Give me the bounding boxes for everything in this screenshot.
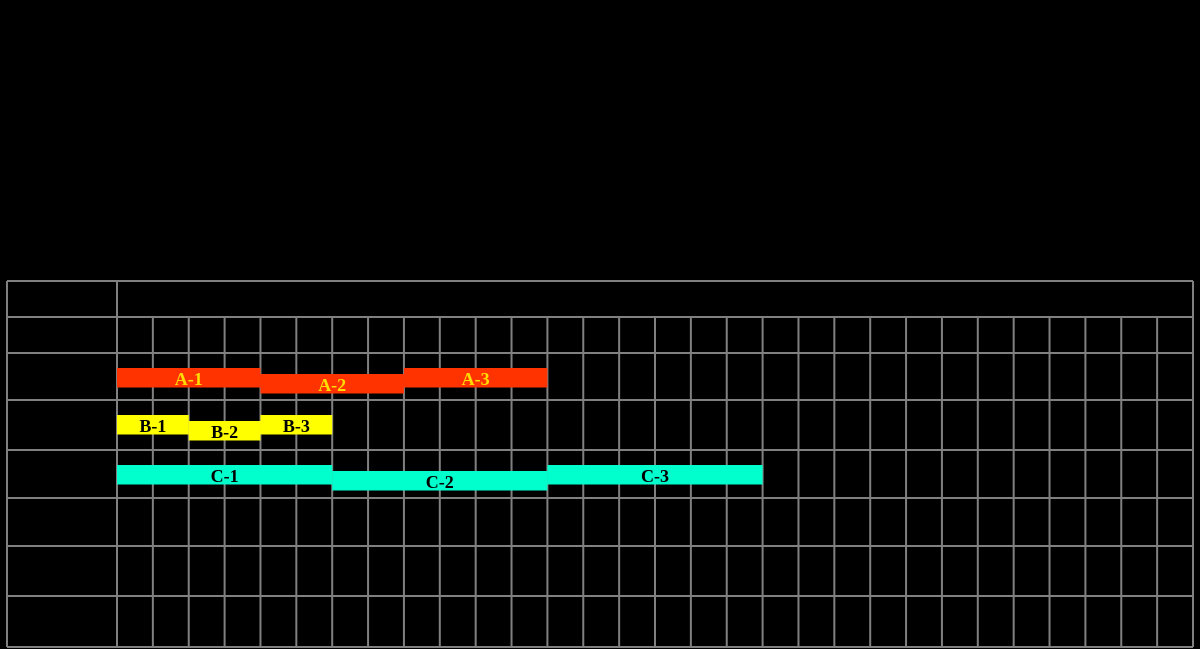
gantt-bar-label-c-2: C-2: [426, 472, 454, 492]
gantt-bar-label-a-3: A-3: [462, 369, 490, 389]
gantt-bar-c-3: [547, 465, 763, 485]
gantt-bar-label-b-1: B-1: [139, 416, 166, 436]
gantt-bar-a-1: [117, 368, 261, 388]
gantt-bar-c-2: [332, 471, 548, 491]
gantt-bar-label-c-3: C-3: [641, 466, 669, 486]
gantt-bar-b-2: [188, 421, 261, 441]
gantt-bar-label-a-1: A-1: [175, 369, 203, 389]
gantt-bar-a-3: [403, 368, 548, 388]
gantt-bar-a-2: [260, 374, 404, 394]
gantt-bar-label-a-2: A-2: [318, 375, 346, 395]
gantt-bar-label-c-1: C-1: [211, 466, 239, 486]
gantt-bar-b-3: [260, 415, 333, 435]
gantt-bar-c-1: [117, 465, 333, 485]
gantt-bar-label-b-3: B-3: [283, 416, 310, 436]
gantt-bar-b-1: [117, 415, 189, 435]
gantt-bar-label-b-2: B-2: [211, 422, 238, 442]
